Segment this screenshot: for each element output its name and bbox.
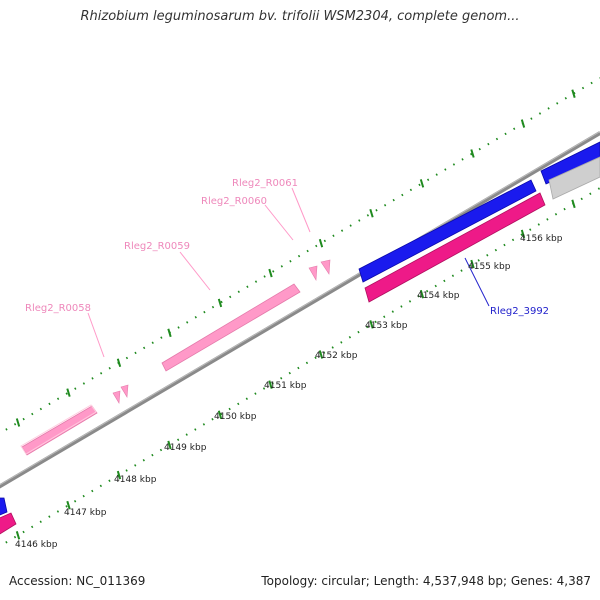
rna-feature-r0060[interactable] [308, 265, 318, 281]
tick-group [15, 89, 576, 540]
rna-feature-small-1[interactable] [112, 390, 121, 404]
accession-text: Accession: NC_011369 [9, 574, 146, 588]
scale-tick [217, 298, 223, 308]
leader-r0060 [264, 204, 294, 241]
cds-feature-blue-left[interactable] [0, 497, 8, 517]
rna-feature-r0059-bar[interactable] [161, 283, 301, 372]
scale-tick [15, 531, 21, 540]
scale-tick [116, 358, 122, 368]
lower-scale-line [0, 187, 600, 548]
scale-tick [167, 328, 172, 338]
scale-tick [369, 208, 374, 218]
scale-tick [318, 350, 324, 359]
scale-label: 4154 kbp [417, 291, 460, 301]
gene-feature-magenta-1[interactable] [364, 192, 546, 303]
scale-tick [369, 320, 374, 329]
scale-label: 4153 kbp [365, 321, 408, 331]
scale-tick [15, 418, 21, 427]
scale-tick [66, 500, 71, 510]
leader-r0059 [179, 251, 211, 291]
scale-tick [419, 179, 425, 188]
scale-tick [520, 119, 526, 128]
genome-summary-text: Topology: circular; Length: 4,537,948 bp… [261, 574, 591, 588]
leader-r0058 [87, 312, 105, 358]
leader-3992 [464, 257, 490, 307]
genome-backbone [0, 131, 600, 489]
rna-feature-r0058-bar[interactable] [21, 405, 98, 456]
scale-label: 4151 kbp [264, 381, 307, 391]
scale-tick [318, 238, 324, 248]
map-title: Rhizobium leguminosarum bv. trifolii WSM… [80, 9, 520, 24]
rna-feature-small-2[interactable] [120, 384, 129, 398]
scale-tick [470, 149, 475, 158]
cds-feature-blue-2[interactable] [540, 141, 600, 185]
scale-label: 4146 kbp [15, 540, 58, 550]
gene-feature-magenta-left[interactable] [0, 512, 17, 537]
scale-label: 4150 kbp [214, 412, 257, 422]
upper-scale-line [0, 77, 600, 435]
feature-label-3992[interactable]: Rleg2_3992 [490, 306, 549, 317]
feature-label-r0059[interactable]: Rleg2_R0059 [124, 241, 190, 252]
rna-feature-r0061[interactable] [320, 259, 331, 275]
scale-tick [217, 410, 223, 420]
feature-label-r0058[interactable]: Rleg2_R0058 [25, 303, 91, 314]
scale-label: 4147 kbp [64, 508, 107, 518]
scale-tick [571, 89, 576, 98]
other-feature-grey[interactable] [548, 156, 600, 200]
scale-tick [167, 440, 172, 450]
scale-tick [520, 229, 526, 239]
scale-label: 4155 kbp [468, 262, 511, 272]
scale-tick [419, 289, 425, 299]
scale-tick [66, 388, 71, 397]
scale-label: 4148 kbp [114, 475, 157, 485]
scale-label: 4156 kbp [520, 234, 563, 244]
scale-tick [470, 259, 475, 269]
scale-tick [268, 268, 273, 278]
scale-tick [268, 380, 273, 389]
scale-label: 4149 kbp [164, 443, 207, 453]
scale-tick [116, 470, 122, 480]
scale-tick [571, 199, 576, 209]
cds-feature-blue-1[interactable] [358, 179, 537, 283]
leader-r0061 [291, 187, 311, 233]
feature-label-r0060[interactable]: Rleg2_R0060 [201, 196, 267, 207]
scale-label: 4152 kbp [315, 351, 358, 361]
feature-label-r0061[interactable]: Rleg2_R0061 [232, 178, 298, 189]
